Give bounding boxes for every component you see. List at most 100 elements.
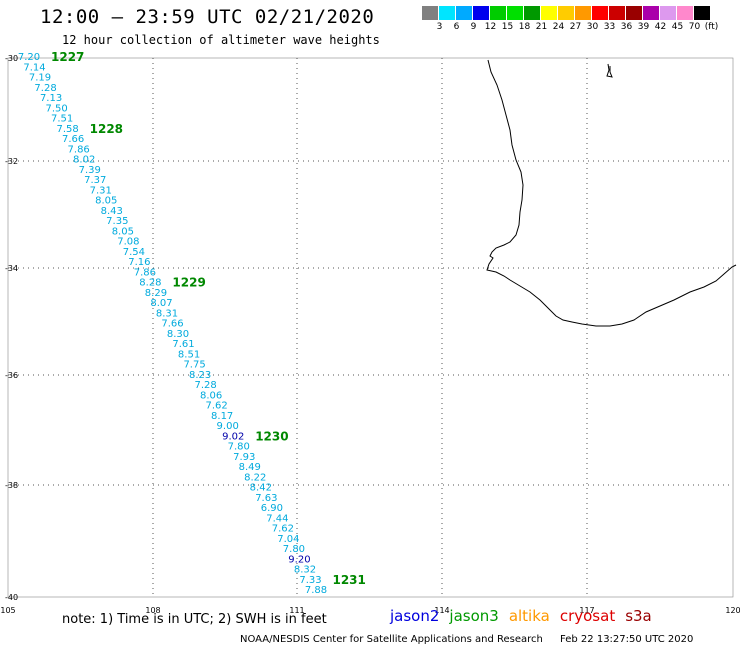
wave-height-value: 8.42 [250,483,272,494]
wave-height-value: 7.04 [277,534,299,545]
wave-height-value: 7.93 [233,452,255,463]
color-scale-label: 3 [436,22,443,32]
wave-height-value: 7.80 [283,544,305,555]
latitude-label: -32 [5,157,18,166]
latitude-label: -38 [5,481,18,490]
wave-height-value: 7.16 [128,257,150,268]
color-scale-label: 30 [586,22,599,32]
wave-height-value: 7.28 [34,83,56,94]
australia-coastline [486,59,737,327]
color-scale-label: (ft) [704,22,719,32]
wave-height-value: 7.51 [51,114,73,125]
color-swatch [660,6,677,20]
latitude-label: -40 [5,593,18,602]
color-scale-labels: 3 6 9 12 15 18 21 24 27 30 33 36 39 42 45 70 (ft) [422,22,740,34]
wave-height-value: 7.33 [299,575,321,586]
wave-height-value: 7.44 [266,513,288,524]
page-subtitle: 12 hour collection of altimeter wave hei… [62,33,380,47]
wave-height-value: 9.20 [288,554,310,565]
color-scale-label: 15 [501,22,514,32]
wave-height-value: 7.14 [23,62,45,73]
color-scale-label: 9 [470,22,477,32]
wave-height-value: 9.02 [222,431,244,442]
wave-height-value: 7.61 [172,339,194,350]
wave-height-value: 7.80 [228,442,250,453]
latitude-label: -36 [5,371,18,380]
color-swatch [524,6,541,20]
color-scale-label: 6 [453,22,460,32]
wave-height-value: 8.43 [101,206,123,217]
color-scale-label: 42 [654,22,667,32]
color-swatch [643,6,660,20]
wave-height-value: 8.51 [178,349,200,360]
color-swatch [490,6,507,20]
wave-height-value: 7.13 [40,93,62,104]
color-swatch [473,6,490,20]
wave-height-value: 8.02 [73,155,95,166]
longitude-label: 114 [434,606,449,615]
color-scale-label: 45 [671,22,684,32]
wave-height-value: 7.75 [183,360,205,371]
wave-height-value: 7.20 [18,52,40,63]
color-swatch [677,6,694,20]
color-swatch [422,6,439,20]
time-label: 1227 [51,50,84,64]
color-scale-label: 18 [518,22,531,32]
wave-height-value: 7.50 [45,103,67,114]
wave-height-value: 8.30 [167,329,189,340]
wave-height-value: 8.17 [211,411,233,422]
wave-height-value: 6.90 [261,503,283,514]
wave-height-value: 7.66 [62,134,84,145]
wave-height-value: 7.54 [123,247,145,258]
longitude-label: 108 [145,606,160,615]
wave-height-value: 7.19 [29,73,51,84]
wave-height-value: 8.22 [244,472,266,483]
time-label: 1231 [332,573,365,587]
wave-height-value: 9.00 [217,421,239,432]
satellite-legend: jason2 jason3 altika cryosat s3a [390,607,662,625]
wave-height-value: 7.58 [57,124,79,135]
wave-height-value: 8.29 [145,288,167,299]
wave-height-value: 7.35 [106,216,128,227]
wave-height-value: 7.28 [194,380,216,391]
color-scale-label: 24 [552,22,565,32]
color-swatch [456,6,473,20]
wave-height-value: 8.05 [95,196,117,207]
satellite-legend-item: cryosat [559,607,616,625]
color-scale-bar [422,6,711,20]
satellite-legend-item: s3a [625,607,652,625]
longitude-label: 105 [0,606,15,615]
color-scale-label: 70 [688,22,701,32]
footer: NOAA/NESDIS Center for Satellite Applica… [240,634,693,645]
time-label: 1230 [255,429,288,443]
wave-height-value: 8.31 [156,308,178,319]
wave-height-value: 8.49 [239,462,261,473]
wave-height-value: 8.07 [150,298,172,309]
color-scale-label: 21 [535,22,548,32]
latitude-label: -30 [5,54,18,63]
wave-height-value: 7.39 [79,165,101,176]
map-frame [7,57,734,598]
map-axis-labels: -30 -32 -34 -36 -38 -40 105 108 111 114 117 120 [0,54,740,615]
wave-height-value: 7.66 [161,319,183,330]
longitude-label: 117 [579,606,594,615]
page-title: 12:00 – 23:59 UTC 02/21/2020 [40,6,375,28]
wave-height-value: 8.28 [139,278,161,289]
wave-height-value: 8.06 [200,390,222,401]
wave-height-value: 8.32 [294,565,316,576]
wave-height-value: 8.23 [189,370,211,381]
time-label: 1228 [90,122,123,136]
color-swatch [439,6,456,20]
island-outline [606,63,613,78]
color-scale-label: 39 [637,22,650,32]
color-swatch [609,6,626,20]
color-swatch [694,6,711,20]
color-swatch [558,6,575,20]
track-time-labels: 1227 1228 1229 1230 1231 [51,50,366,587]
color-swatch [507,6,524,20]
coastline [486,59,737,327]
color-scale-label: 36 [620,22,633,32]
note-text: note: 1) Time is in UTC; 2) SWH is in fe… [62,612,327,627]
wave-height-value: 7.31 [90,185,112,196]
